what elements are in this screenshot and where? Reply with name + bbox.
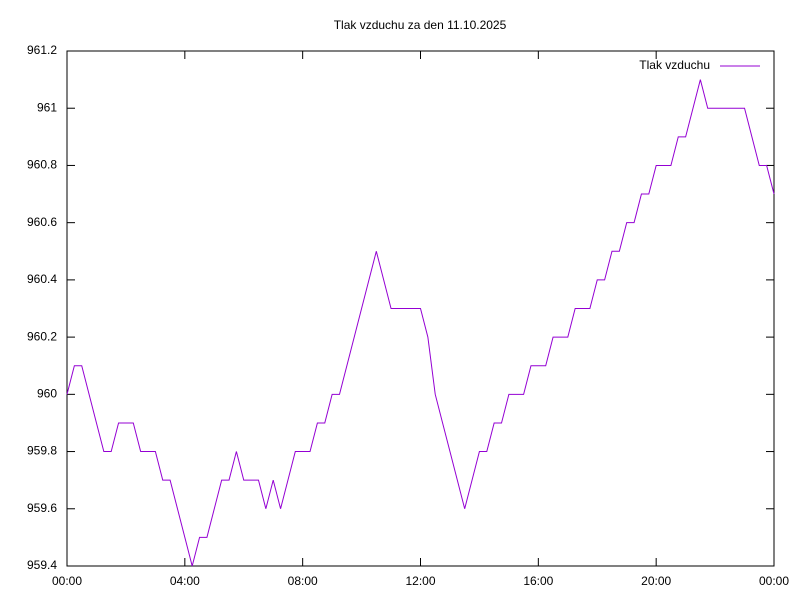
y-tick-label: 959.4 [27,558,57,572]
y-tick-label: 961.2 [27,43,57,57]
y-tick-label: 960.4 [27,272,57,286]
data-line [66,79,775,567]
x-tick-label: 00:00 [52,574,82,588]
x-tick-label: 08:00 [288,574,318,588]
y-tick-label: 960 [37,387,57,401]
x-tick-label: 16:00 [523,574,553,588]
y-tick-label: 960.8 [27,158,57,172]
x-tick-label: 00:00 [759,574,789,588]
y-tick-label: 960.6 [27,215,57,229]
y-tick-label: 959.6 [27,501,57,515]
x-tick-label: 04:00 [170,574,200,588]
y-tick-label: 961 [37,100,57,114]
x-tick-label: 12:00 [405,574,435,588]
x-tick-label: 20:00 [641,574,671,588]
y-tick-label: 959.8 [27,444,57,458]
chart-title: Tlak vzduchu za den 11.10.2025 [334,18,507,32]
y-tick-label: 960.2 [27,329,57,343]
legend-label: Tlak vzduchu [639,58,710,72]
